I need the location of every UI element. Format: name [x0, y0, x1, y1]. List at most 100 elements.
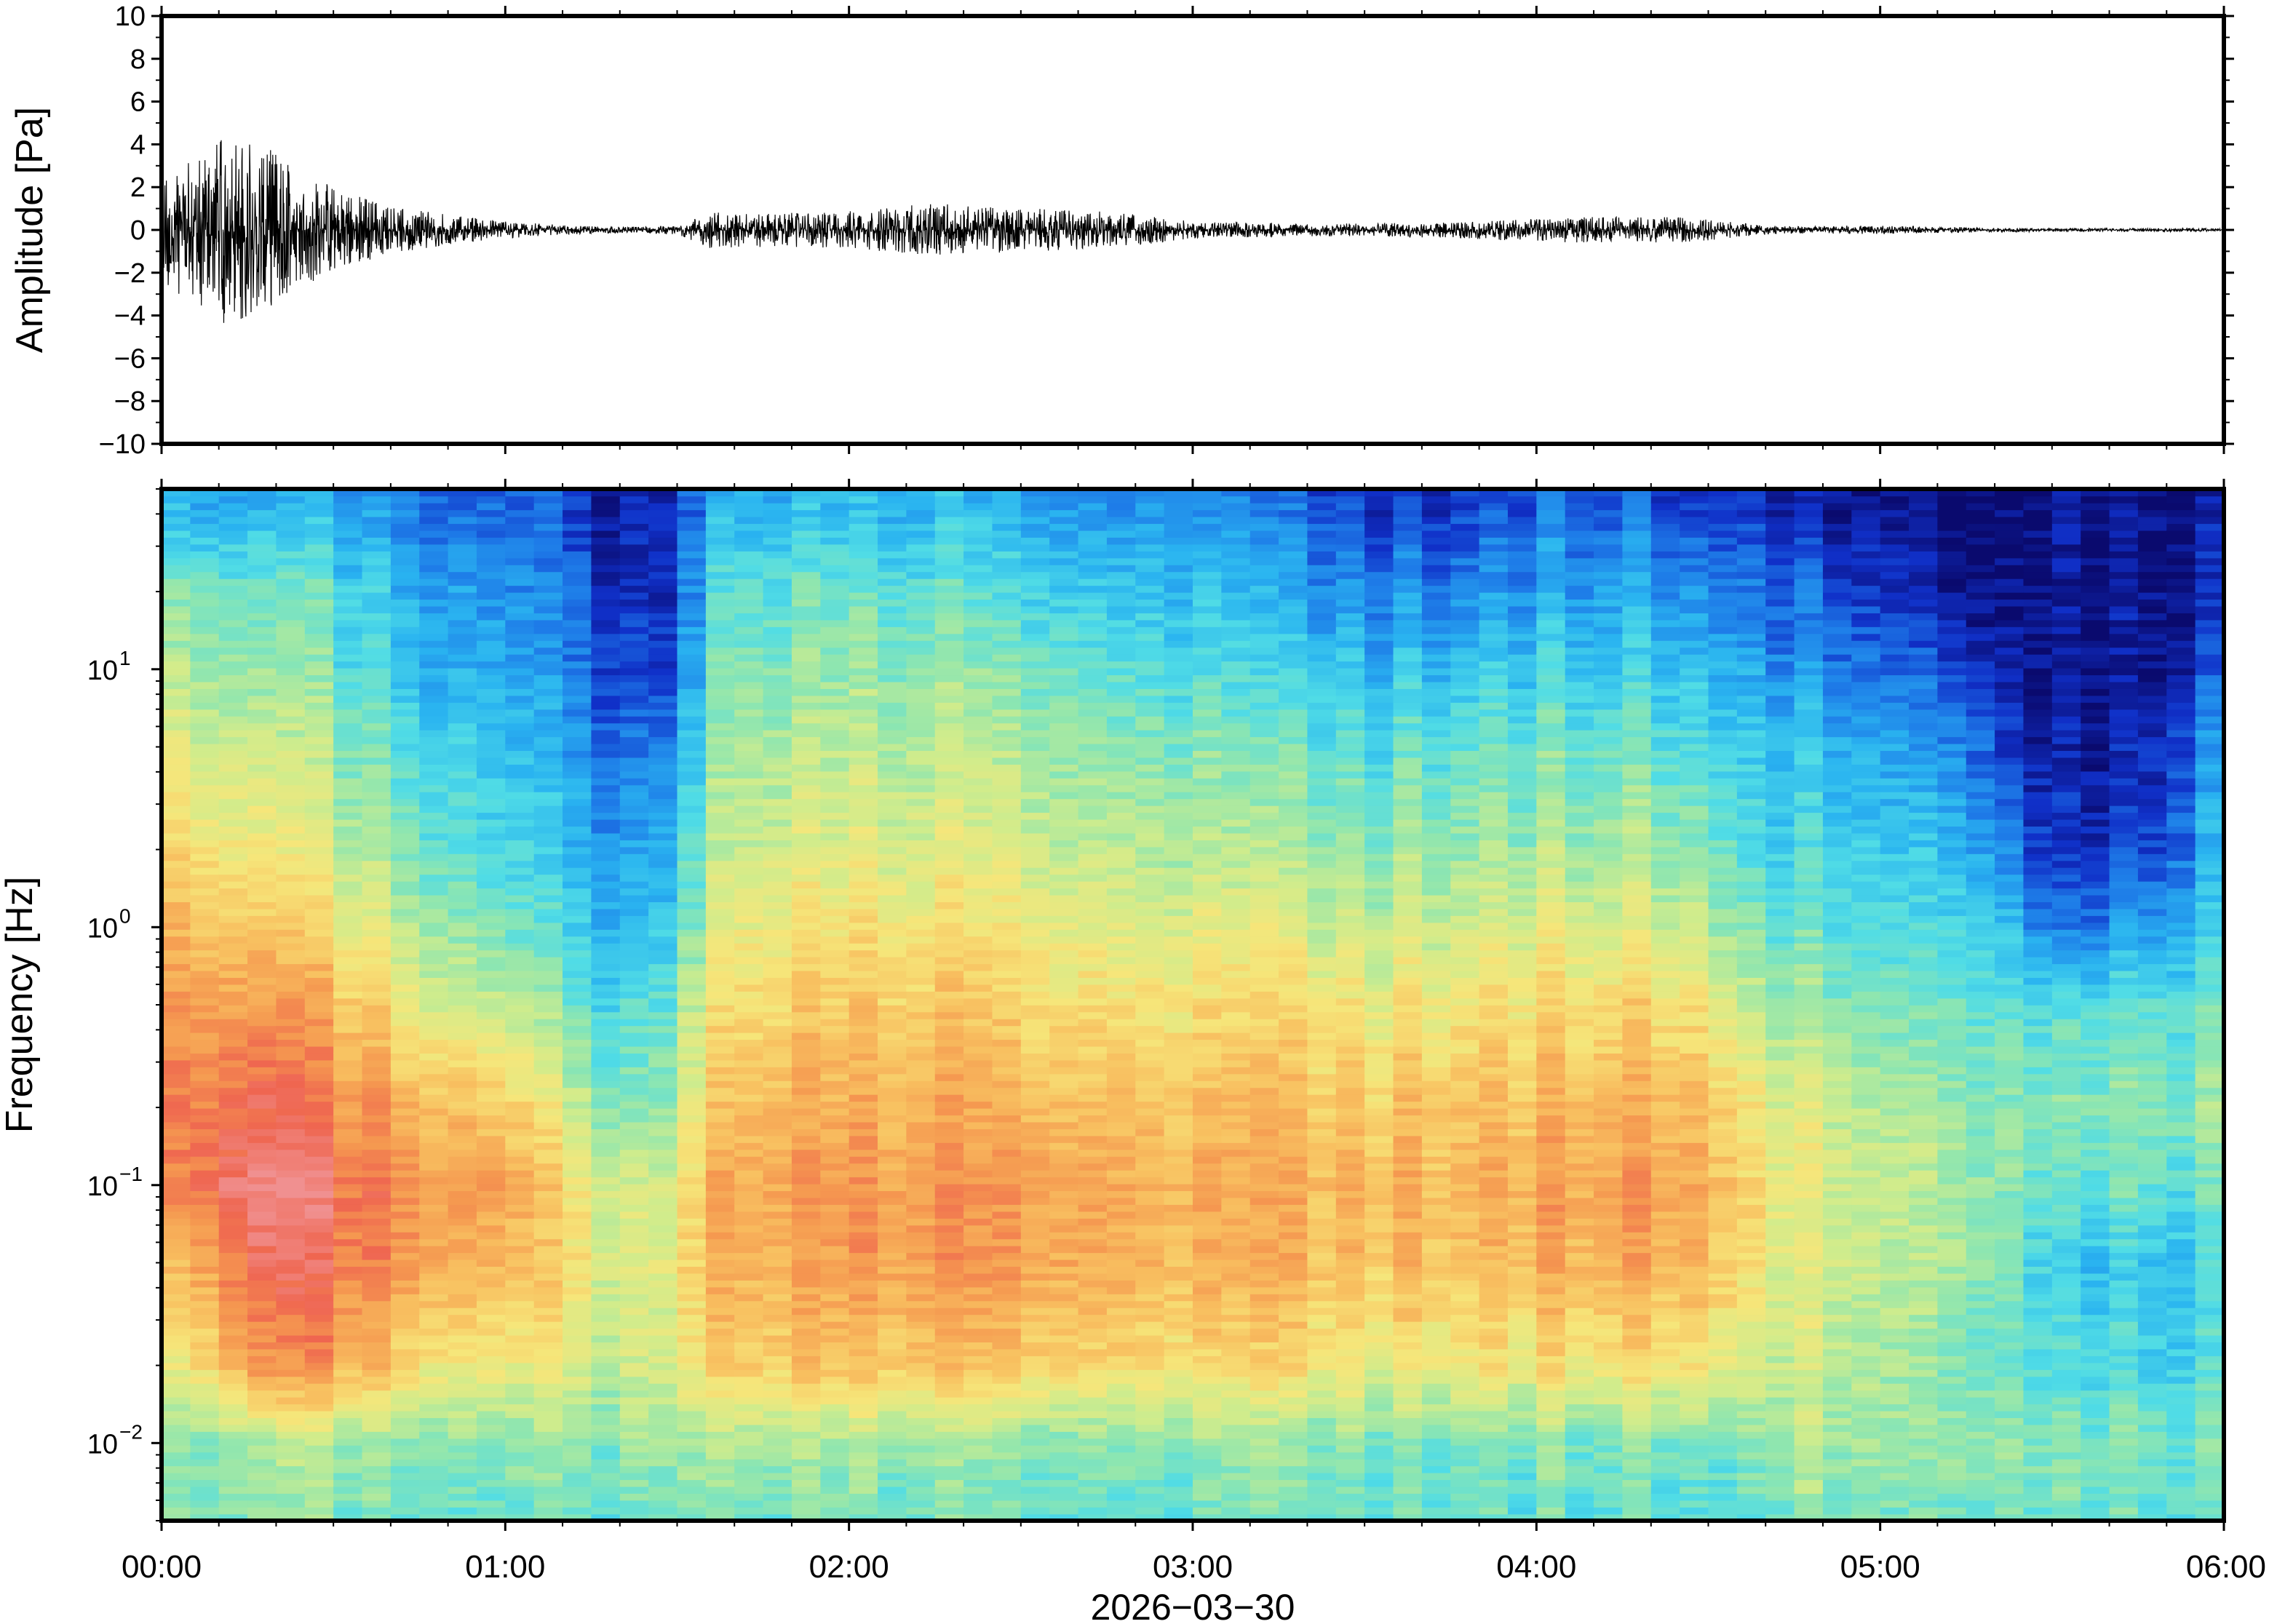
spectrogram-cell	[476, 592, 506, 600]
spectrogram-cell	[1020, 757, 1050, 765]
spectrogram-cell	[1078, 1294, 1108, 1302]
spectrogram-cell	[448, 750, 477, 758]
spectrogram-cell	[276, 1356, 306, 1364]
spectrogram-cell	[648, 1169, 678, 1178]
spectrogram-cell	[563, 1155, 592, 1164]
spectrogram-cell	[390, 702, 421, 710]
spectrogram-cell	[734, 908, 764, 916]
spectrogram-cell	[333, 846, 363, 854]
spectrogram-cell	[1049, 695, 1079, 703]
spectrogram-cell	[591, 681, 621, 689]
spectrogram-cell	[705, 1493, 736, 1501]
spectrogram-cell	[619, 798, 649, 806]
spectrogram-cell	[563, 502, 592, 511]
spectrogram-cell	[878, 489, 907, 497]
spectrogram-cell	[563, 557, 592, 565]
spectrogram-cell	[390, 867, 421, 875]
spectrogram-cell	[419, 1452, 449, 1460]
spectrogram-cell	[705, 1465, 736, 1473]
spectrogram-cell	[878, 1300, 907, 1308]
spectrogram-cell	[476, 1218, 506, 1226]
spectrogram-cell	[533, 1211, 563, 1219]
spectrogram-cell	[476, 1273, 506, 1281]
spectrogram-cell	[247, 846, 277, 854]
spectrogram-cell	[992, 1286, 1022, 1294]
spectrogram-cell	[218, 1155, 248, 1164]
spectrogram-cell	[162, 812, 191, 820]
spectrogram-cell	[992, 1390, 1022, 1398]
spectrogram-cell	[820, 1458, 850, 1467]
spectrogram-cell	[476, 715, 506, 724]
spectrogram-cell	[1020, 1493, 1050, 1501]
spectrogram-cell	[963, 516, 993, 525]
spectrogram-cell	[1049, 998, 1079, 1006]
spectrogram-cell	[677, 1225, 707, 1233]
spectrogram-cell	[505, 784, 535, 792]
spectrogram-cell	[448, 1204, 477, 1212]
spectrogram-cell	[419, 599, 449, 607]
spectrogram-cell	[505, 729, 535, 738]
spectrogram-cell	[563, 1356, 592, 1364]
spectrogram-cell	[419, 1417, 449, 1425]
spectrogram-cell	[419, 551, 449, 559]
spectrogram-cell	[247, 970, 277, 978]
spectrogram-cell	[190, 942, 220, 951]
spectrogram-cell	[1049, 1080, 1079, 1088]
spectrogram-cell	[304, 1218, 334, 1226]
spectrogram-cell	[162, 1438, 191, 1446]
spectrogram-cell	[533, 502, 563, 511]
spectrogram-cell	[362, 805, 392, 813]
spectrogram-cell	[162, 688, 191, 696]
spectrogram-cell	[162, 1094, 191, 1102]
spectrogram-cell	[190, 1204, 220, 1212]
spectrogram-cell	[505, 1334, 535, 1343]
spectrogram-cell	[734, 1445, 764, 1453]
spectrogram-cell	[619, 1300, 649, 1308]
spectrogram-cell	[476, 1135, 506, 1143]
spectrogram-cell	[619, 502, 649, 511]
spectrogram-cell	[677, 688, 707, 696]
spectrogram-cell	[734, 1396, 764, 1405]
spectrogram-cell	[533, 867, 563, 875]
spectrogram-cell	[677, 1410, 707, 1418]
spectrogram-cell	[505, 977, 535, 985]
spectrogram-cell	[448, 571, 477, 579]
spectrogram-cell	[563, 1107, 592, 1116]
spectrogram-cell	[992, 1163, 1022, 1171]
spectrogram-cell	[218, 846, 248, 854]
spectrogram-cell	[390, 1094, 421, 1102]
spectrogram-cell	[992, 1369, 1022, 1377]
spectrogram-cell	[533, 626, 563, 634]
spectrogram-cell	[906, 798, 936, 806]
spectrogram-cell	[619, 571, 649, 579]
spectrogram-cell	[849, 998, 878, 1006]
spectrogram-cell	[304, 1465, 334, 1473]
spectrogram-cell	[162, 1314, 191, 1322]
spectrogram-cell	[304, 1231, 334, 1240]
spectrogram-cell	[419, 1115, 449, 1123]
spectrogram-cell	[362, 1452, 392, 1460]
spectrogram-cell	[190, 784, 220, 792]
spectrogram-cell	[619, 832, 649, 840]
spectrogram-cell	[448, 956, 477, 965]
spectrogram-cell	[763, 1493, 792, 1501]
spectrogram-cell	[591, 942, 621, 951]
spectrogram-cell	[791, 564, 822, 573]
spectrogram-cell	[419, 970, 449, 978]
spectrogram-cell	[677, 619, 707, 627]
spectrogram-cell	[648, 619, 678, 627]
spectrogram-cell	[734, 798, 764, 806]
spectrogram-cell	[705, 1431, 736, 1439]
spectrogram-cell	[1049, 805, 1079, 813]
spectrogram-cell	[734, 1280, 764, 1288]
spectrogram-cell	[705, 1252, 736, 1260]
spectrogram-cell	[934, 984, 964, 992]
spectrogram-cell	[963, 1507, 993, 1515]
spectrogram-cell	[333, 626, 363, 634]
spectrogram-cell	[992, 702, 1022, 710]
spectrogram-cell	[791, 667, 822, 676]
spectrogram-cell	[419, 681, 449, 689]
spectrogram-cell	[934, 736, 964, 744]
spectrogram-cell	[218, 1252, 248, 1260]
spectrogram-cell	[791, 991, 822, 999]
